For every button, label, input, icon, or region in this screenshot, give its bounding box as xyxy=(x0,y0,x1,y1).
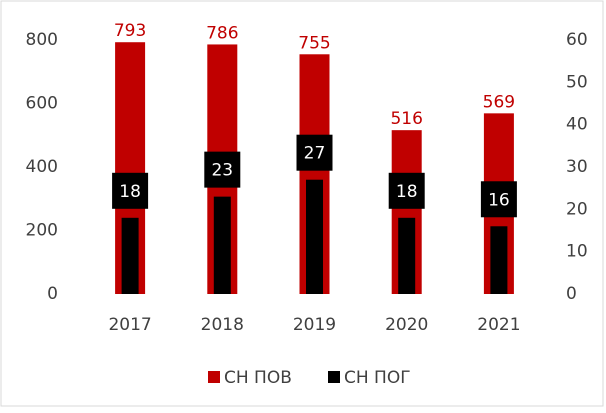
bar xyxy=(213,196,231,294)
x-tick-label: 2017 xyxy=(108,315,151,335)
data-label: 27 xyxy=(304,144,326,164)
bar xyxy=(121,217,139,294)
y2-tick-label: 60 xyxy=(566,30,588,50)
x-tick-label: 2018 xyxy=(201,315,244,335)
x-tick-label: 2020 xyxy=(385,315,428,335)
data-label: 23 xyxy=(211,161,233,181)
legend-label: СН ПОГ xyxy=(344,368,411,388)
y-tick-label: 400 xyxy=(26,157,58,177)
data-label: 516 xyxy=(390,109,422,129)
legend-swatch xyxy=(328,371,340,383)
bar xyxy=(490,226,508,294)
y2-tick-label: 20 xyxy=(566,199,588,219)
data-label: 18 xyxy=(396,182,418,202)
x-tick-label: 2021 xyxy=(477,315,520,335)
y-tick-label: 600 xyxy=(26,94,58,114)
data-label: 18 xyxy=(119,182,141,202)
data-label: 793 xyxy=(114,21,146,41)
data-label-box xyxy=(388,172,425,209)
y2-tick-label: 50 xyxy=(566,72,588,92)
data-label: 755 xyxy=(298,33,330,53)
data-label: 569 xyxy=(483,92,515,112)
y2-tick-label: 0 xyxy=(566,284,577,304)
legend-swatch xyxy=(208,371,220,383)
bar xyxy=(306,179,323,294)
y-tick-label: 800 xyxy=(26,30,58,50)
y2-tick-label: 30 xyxy=(566,157,588,177)
y-tick-label: 0 xyxy=(47,284,58,304)
y2-tick-label: 10 xyxy=(566,242,588,262)
data-label-box xyxy=(480,181,517,218)
data-label-box xyxy=(204,151,241,188)
legend-label: СН ПОВ xyxy=(224,368,292,388)
y2-tick-label: 40 xyxy=(566,115,588,135)
data-label-box xyxy=(296,134,333,171)
data-label: 16 xyxy=(488,190,510,210)
data-label-box xyxy=(112,172,149,209)
bar xyxy=(398,217,416,294)
x-tick-label: 2019 xyxy=(293,315,336,335)
y-tick-label: 200 xyxy=(26,221,58,241)
data-label: 786 xyxy=(206,23,238,43)
